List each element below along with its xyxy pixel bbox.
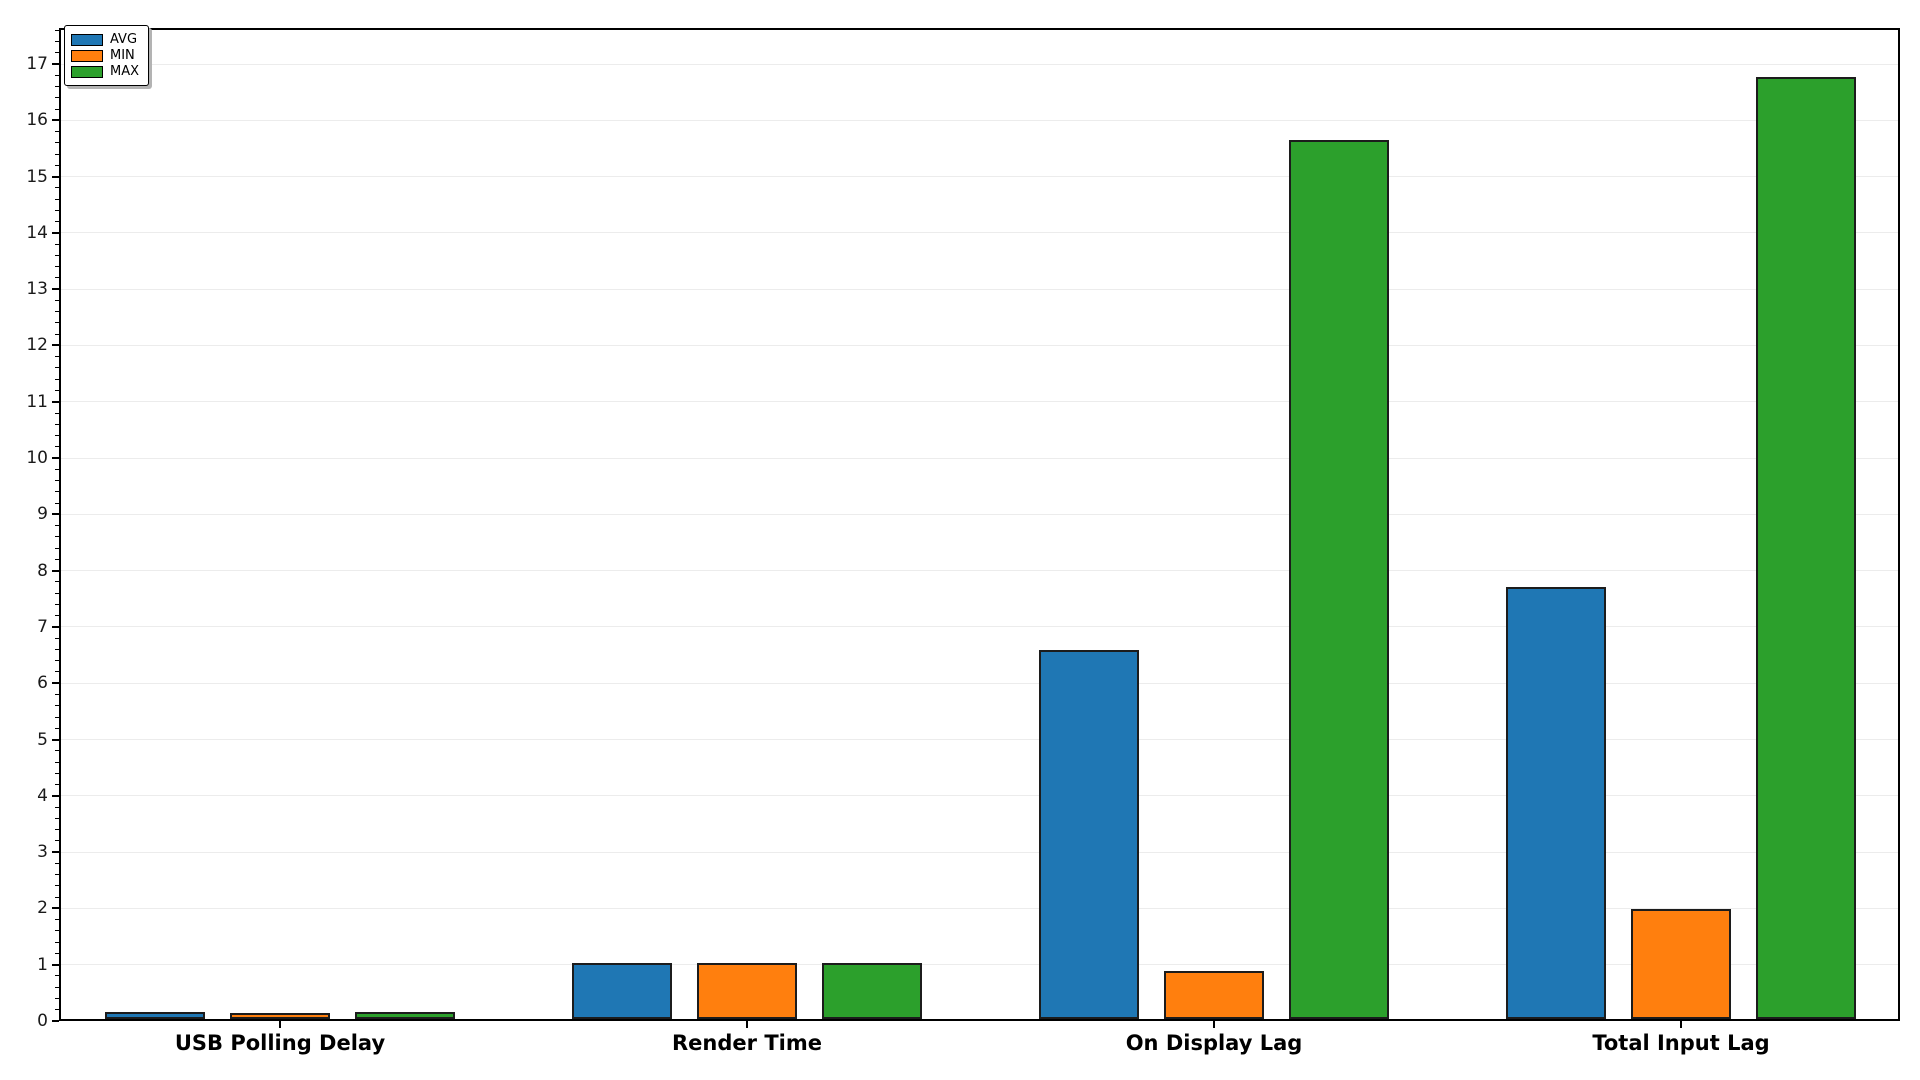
x-axis-tick-on-display-lag [1213, 1021, 1215, 1028]
gridline-y-16 [59, 119, 1900, 121]
y-axis-tick-label-2: 2 [37, 898, 48, 919]
y-axis-tick-16 [52, 119, 59, 122]
y-axis-tick-4 [52, 794, 59, 797]
y-axis-tick-1 [52, 963, 59, 966]
y-axis-tick-label-0: 0 [37, 1011, 48, 1031]
bar-max-on-display-lag [1289, 139, 1389, 1019]
legend-label-avg: AVG [110, 32, 138, 47]
y-axis-tick-6 [52, 682, 59, 685]
y-axis-tick-7 [52, 625, 59, 628]
gridline-y-17 [59, 63, 1900, 65]
y-axis-tick-label-16: 16 [26, 110, 48, 131]
y-axis-tick-label-13: 13 [26, 279, 48, 300]
x-axis-label-total-input-lag: Total Input Lag [1592, 1031, 1770, 1055]
y-axis-tick-8 [52, 569, 59, 572]
gridline-y-12 [59, 344, 1900, 346]
y-axis-tick-5 [52, 738, 59, 741]
y-axis-tick-12 [52, 344, 59, 347]
y-axis-tick-9 [52, 513, 59, 516]
y-axis-tick-label-10: 10 [26, 448, 48, 469]
y-axis-tick-label-12: 12 [26, 335, 48, 356]
gridline-y-8 [59, 570, 1900, 572]
bar-avg-usb-polling-delay [105, 1011, 205, 1019]
legend: AVG MIN MAX [64, 25, 150, 86]
bar-avg-render-time [572, 962, 672, 1019]
gridline-y-7 [59, 626, 1900, 628]
y-axis-tick-15 [52, 175, 59, 178]
y-axis-tick-label-5: 5 [37, 729, 48, 750]
bar-min-total-input-lag [1631, 909, 1731, 1019]
y-axis-tick-label-1: 1 [37, 954, 48, 975]
y-axis-tick-label-3: 3 [37, 842, 48, 863]
y-axis-tick-label-15: 15 [26, 166, 48, 187]
legend-swatch-min [71, 49, 103, 62]
gridline-y-3 [59, 851, 1900, 853]
bar-max-usb-polling-delay [355, 1012, 455, 1019]
x-axis-label-on-display-lag: On Display Lag [1125, 1031, 1303, 1055]
gridline-y-14 [59, 232, 1900, 234]
x-axis-label-usb-polling-delay: USB Polling Delay [174, 1031, 386, 1055]
x-axis-label-render-time: Render Time [672, 1031, 822, 1055]
legend-item-avg: AVG [71, 32, 139, 47]
gridline-y-6 [59, 682, 1900, 684]
x-axis-tick-total-input-lag [1680, 1021, 1682, 1028]
legend-item-min: MIN [71, 48, 139, 63]
bar-avg-total-input-lag [1506, 586, 1606, 1019]
gridline-y-2 [59, 907, 1900, 909]
legend-label-min: MIN [110, 48, 135, 63]
bar-max-total-input-lag [1756, 76, 1856, 1019]
y-axis-tick-label-9: 9 [37, 504, 48, 525]
bar-max-render-time [822, 962, 922, 1019]
gridline-y-1 [59, 964, 1900, 966]
y-axis-tick-label-7: 7 [37, 616, 48, 637]
y-axis-tick-label-17: 17 [26, 54, 48, 74]
y-axis-tick-10 [52, 457, 59, 460]
y-axis-tick-label-11: 11 [26, 391, 48, 412]
bar-avg-on-display-lag [1039, 650, 1139, 1019]
y-axis-tick-label-8: 8 [37, 560, 48, 581]
gridline-y-4 [59, 795, 1900, 797]
gridline-y-10 [59, 457, 1900, 459]
y-axis-tick-label-14: 14 [26, 222, 48, 243]
y-axis-tick-label-6: 6 [37, 673, 48, 694]
gridline-y-13 [59, 288, 1900, 290]
gridline-y-9 [59, 513, 1900, 515]
bar-min-usb-polling-delay [230, 1013, 330, 1019]
y-axis-tick-13 [52, 288, 59, 291]
legend-swatch-max [71, 65, 103, 78]
legend-swatch-avg [71, 33, 103, 46]
y-axis-tick-label-4: 4 [37, 785, 48, 806]
x-axis-tick-usb-polling-delay [279, 1021, 281, 1028]
y-axis-tick-2 [52, 907, 59, 910]
y-axis-tick-11 [52, 400, 59, 403]
gridline-y-15 [59, 176, 1900, 178]
x-axis-tick-render-time [746, 1021, 748, 1028]
bar-min-render-time [697, 962, 797, 1019]
plot-area [59, 28, 1900, 1021]
gridline-y-5 [59, 739, 1900, 741]
legend-item-max: MAX [71, 64, 139, 79]
y-axis-tick-3 [52, 851, 59, 854]
y-axis-tick-14 [52, 231, 59, 234]
legend-label-max: MAX [110, 64, 140, 79]
gridline-y-11 [59, 401, 1900, 403]
y-axis-tick-17 [52, 63, 59, 65]
bar-min-on-display-lag [1164, 971, 1264, 1019]
y-axis-tick-0 [52, 1020, 59, 1022]
